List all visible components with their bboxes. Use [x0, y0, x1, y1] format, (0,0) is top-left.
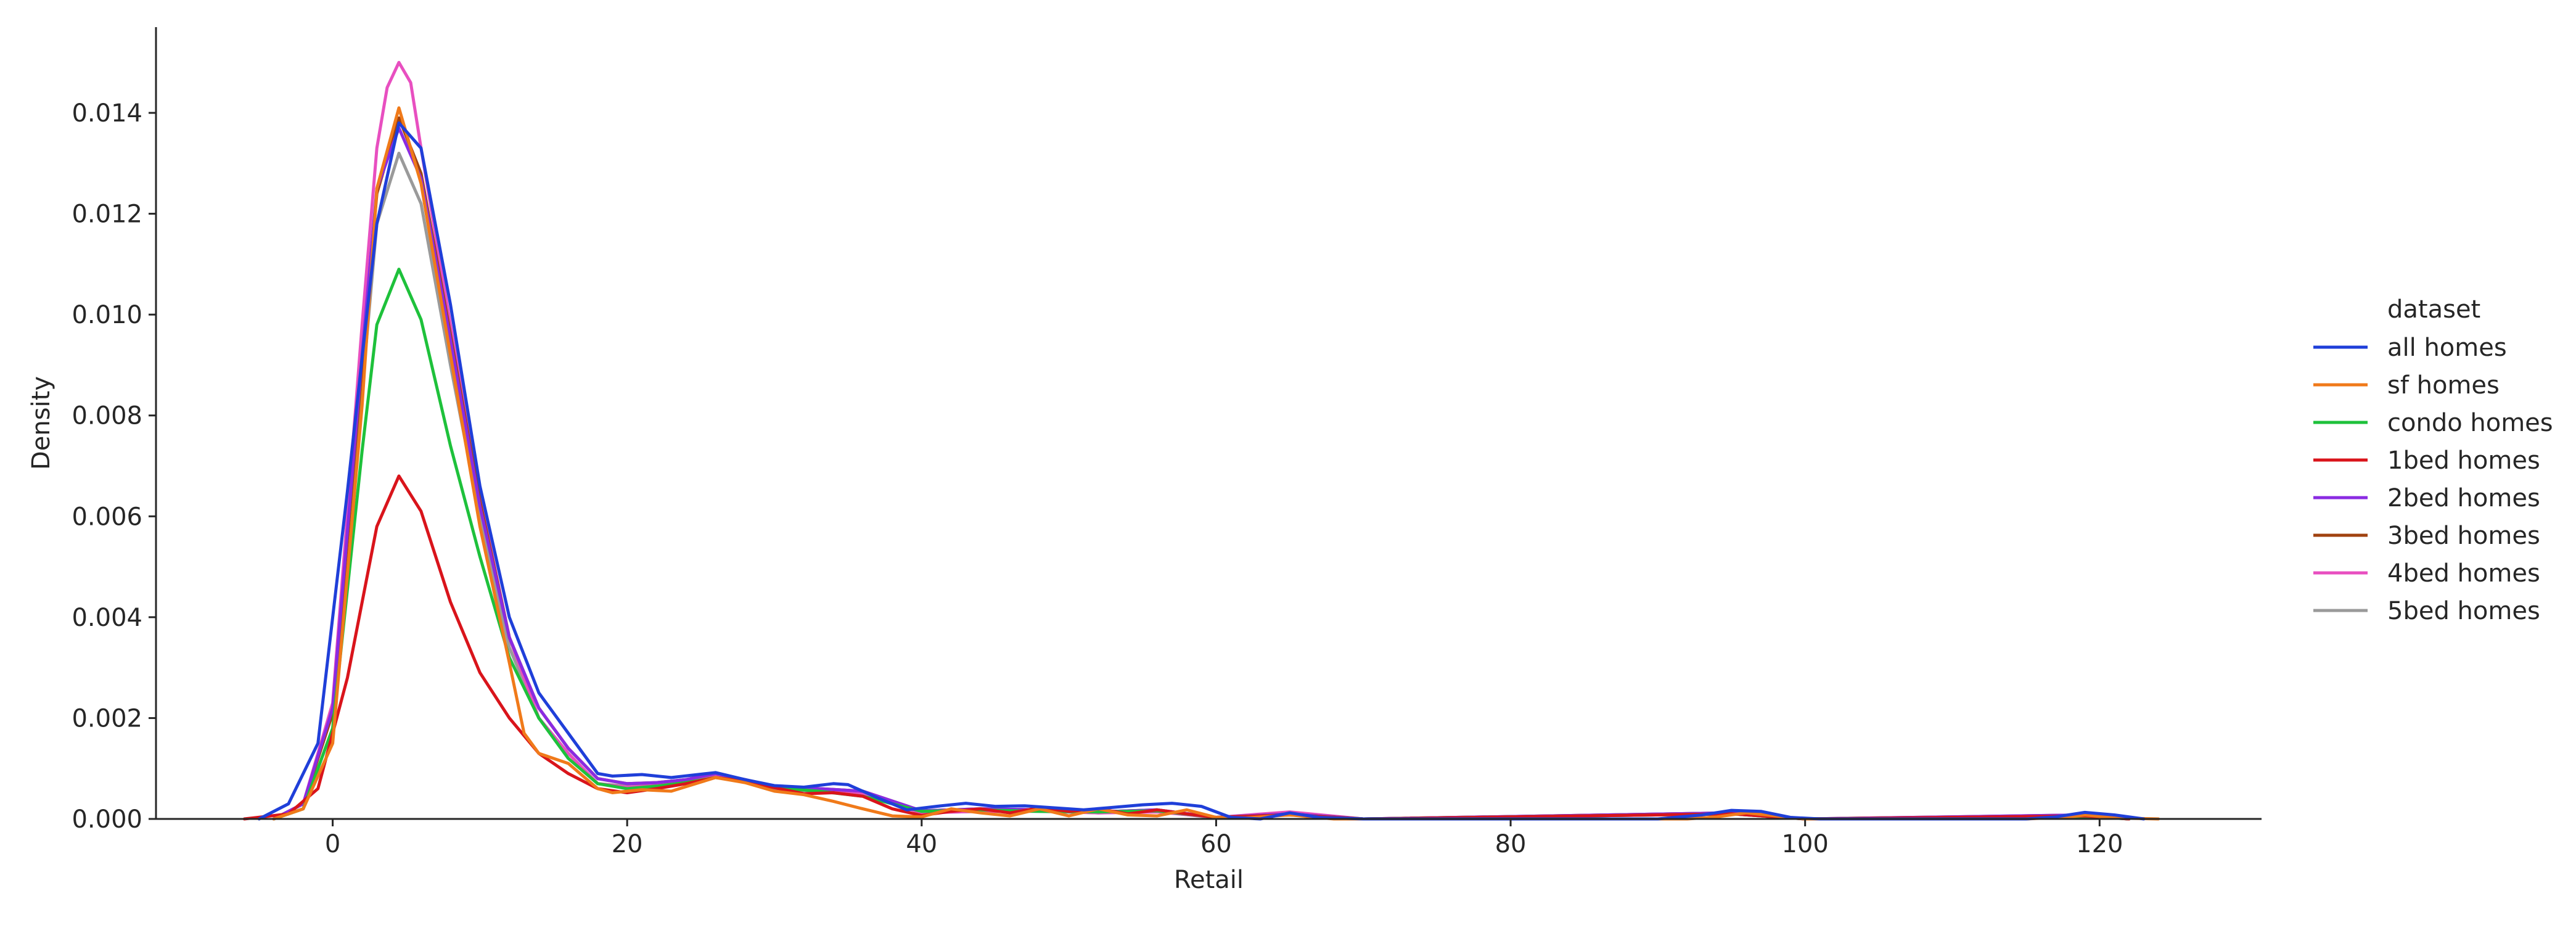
y-tick-label: 0.006: [72, 503, 142, 531]
legend-label: 2bed homes: [2387, 484, 2540, 512]
y-tick-label: 0.004: [72, 604, 142, 632]
x-tick-label: 80: [1495, 830, 1527, 858]
series-line-1bed-homes: [242, 474, 2131, 821]
series-line-2bed-homes: [272, 126, 2131, 821]
y-tick-label: 0.014: [72, 99, 142, 128]
series-line-sf-homes: [272, 106, 2160, 821]
ticks: 0 20 40 60 80 100 120 0.000 0.002 0.004 0.006 0.008…: [72, 99, 2123, 858]
legend: dataset all homes sf homes condo homes 1bed…: [2313, 295, 2553, 625]
x-tick-label: 40: [906, 830, 937, 858]
legend-label: 1bed homes: [2387, 446, 2540, 475]
series-line-condo-homes: [272, 268, 2131, 821]
y-tick-label: 0.012: [72, 200, 142, 229]
legend-title: dataset: [2387, 295, 2480, 324]
y-tick-label: 0.010: [72, 301, 142, 329]
legend-label: all homes: [2387, 334, 2507, 362]
axes: [155, 27, 2262, 820]
x-tick-label: 60: [1200, 830, 1232, 858]
series-line-5bed-homes: [272, 152, 2131, 821]
series-layer: [242, 60, 2160, 821]
y-tick-label: 0.008: [72, 402, 142, 430]
series-line-3bed-homes: [272, 116, 2131, 821]
x-axis-label: Retail: [1174, 866, 1244, 894]
x-tick-label: 20: [612, 830, 643, 858]
x-tick-label: 100: [1782, 830, 1829, 858]
legend-label: condo homes: [2387, 409, 2553, 437]
y-tick-label: 0.002: [72, 704, 142, 733]
legend-label: 4bed homes: [2387, 559, 2540, 588]
y-tick-label: 0.000: [72, 805, 142, 834]
x-tick-label: 0: [325, 830, 340, 858]
series-line-4bed-homes: [272, 60, 2131, 821]
series-line-all-homes: [257, 121, 2146, 821]
legend-label: sf homes: [2387, 371, 2500, 400]
legend-label: 5bed homes: [2387, 597, 2540, 625]
y-axis-label: Density: [27, 376, 55, 470]
x-tick-label: 120: [2076, 830, 2123, 858]
legend-label: 3bed homes: [2387, 522, 2540, 550]
